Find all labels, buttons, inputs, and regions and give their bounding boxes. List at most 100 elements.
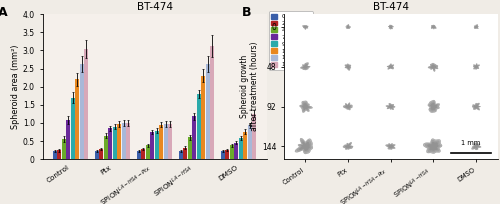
Bar [84,49,88,159]
Bar [66,120,70,159]
Bar [137,151,141,159]
Polygon shape [388,25,393,29]
Polygon shape [302,103,310,110]
Polygon shape [428,100,440,113]
Polygon shape [473,63,480,70]
Polygon shape [475,26,478,28]
Bar [221,151,225,159]
Polygon shape [474,24,478,29]
Polygon shape [389,26,392,28]
Polygon shape [300,101,312,113]
Bar [184,147,188,159]
Bar [94,151,99,159]
Bar [57,150,61,159]
Bar [104,136,108,159]
Bar [164,124,168,159]
Legend: 0 hour, 24 hours, 48 hours, 72 hours, 96 hours, 120 hours, 144 hours, 168 hours: 0 hour, 24 hours, 48 hours, 72 hours, 96… [269,11,314,70]
Bar [206,64,210,159]
Bar [192,116,196,159]
Polygon shape [431,25,436,29]
Polygon shape [428,63,438,72]
Polygon shape [303,25,308,29]
Bar [226,150,230,159]
Bar [80,64,84,159]
Bar [234,143,238,159]
Polygon shape [343,103,352,110]
Polygon shape [345,64,351,70]
Polygon shape [474,25,478,29]
Bar [70,98,74,159]
Polygon shape [387,64,394,69]
Text: B: B [242,6,251,19]
Polygon shape [346,25,350,29]
Bar [230,145,234,159]
Polygon shape [430,64,436,70]
Polygon shape [432,26,435,28]
Text: 1 mm: 1 mm [461,140,480,146]
Polygon shape [346,25,350,28]
Bar [168,124,172,159]
Polygon shape [304,26,307,29]
Bar [150,132,154,159]
Polygon shape [432,25,436,29]
Polygon shape [472,103,480,110]
Bar [197,94,201,159]
Bar [112,126,117,159]
Polygon shape [388,65,392,68]
Polygon shape [300,102,312,112]
Bar [239,138,243,159]
Polygon shape [300,62,310,70]
Polygon shape [299,141,310,151]
Title: BT-474: BT-474 [373,2,409,12]
Polygon shape [346,65,350,69]
Polygon shape [474,64,479,69]
Polygon shape [386,143,396,150]
Bar [99,149,103,159]
Bar [142,149,146,159]
Bar [202,76,205,159]
Polygon shape [343,142,353,150]
Polygon shape [429,64,438,71]
Bar [179,151,183,159]
Polygon shape [386,104,394,109]
Polygon shape [344,143,352,149]
Bar [248,125,252,159]
Bar [122,123,126,159]
Polygon shape [302,64,308,69]
Polygon shape [472,142,481,150]
Polygon shape [386,103,395,110]
Polygon shape [344,103,352,110]
Text: A: A [0,6,8,19]
Bar [146,145,150,159]
Polygon shape [296,139,312,153]
Polygon shape [388,64,394,69]
Bar [160,125,164,159]
Title: BT-474: BT-474 [136,2,172,12]
Polygon shape [424,140,441,153]
Polygon shape [302,25,308,30]
Bar [62,139,66,159]
Polygon shape [428,101,439,112]
Polygon shape [345,104,350,109]
Polygon shape [472,143,480,149]
Polygon shape [423,139,442,154]
Polygon shape [474,65,478,68]
Polygon shape [474,144,479,149]
Polygon shape [345,144,351,148]
Polygon shape [346,64,350,70]
Bar [155,131,159,159]
Bar [210,46,214,159]
Polygon shape [295,138,313,154]
Y-axis label: Spheroid growth
after treatment (hours): Spheroid growth after treatment (hours) [240,42,259,131]
Bar [252,114,256,159]
Bar [52,151,56,159]
Polygon shape [472,103,480,110]
Polygon shape [428,142,438,151]
Polygon shape [346,24,351,29]
Bar [117,124,121,159]
Polygon shape [301,63,310,70]
Polygon shape [474,104,478,109]
Bar [244,132,248,159]
Bar [126,123,130,159]
Bar [108,128,112,159]
